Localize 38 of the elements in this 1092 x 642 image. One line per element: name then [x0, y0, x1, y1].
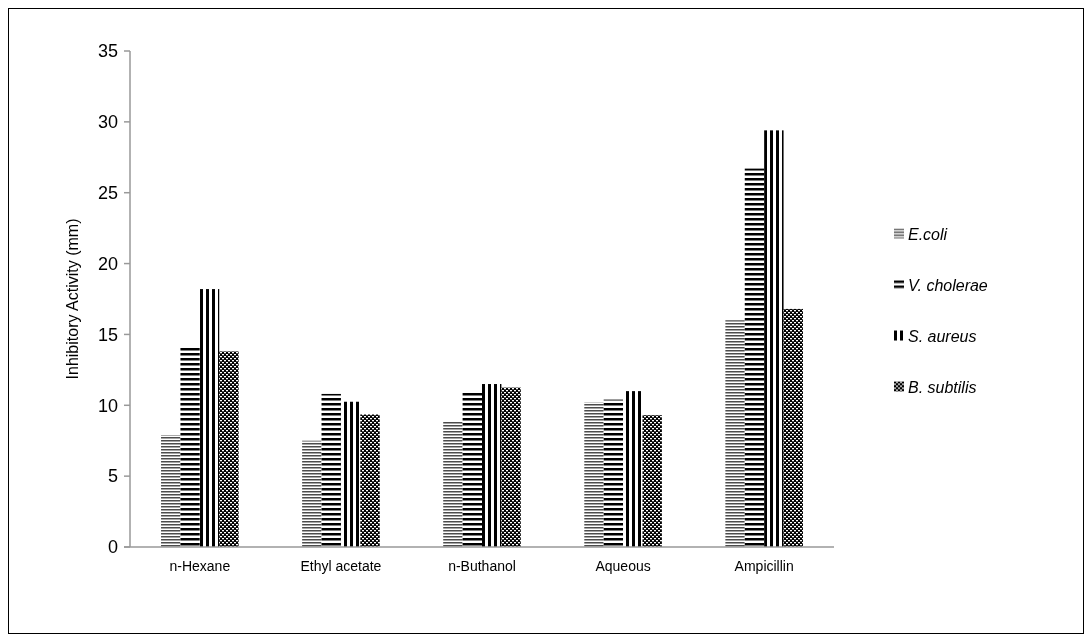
x-tick-label: n-Hexane: [169, 558, 231, 574]
bar: [321, 393, 341, 547]
bar: [219, 351, 239, 547]
x-tick-label: Aqueous: [595, 558, 651, 574]
bar: [360, 414, 380, 547]
y-tick-label: 5: [107, 466, 118, 487]
bar: [340, 401, 361, 547]
y-axis-title: Inhibitory Activity (mm): [64, 218, 81, 380]
legend-label: B. subtilis: [908, 379, 977, 397]
bar: [584, 402, 604, 547]
bar: [199, 289, 220, 547]
y-tick-label: 35: [97, 41, 118, 62]
x-tick-label: Ethyl acetate: [300, 558, 382, 574]
bar: [642, 415, 662, 547]
bar: [744, 168, 765, 547]
bar: [623, 391, 643, 547]
y-tick-label: 20: [97, 253, 118, 274]
bar: [302, 440, 322, 547]
bar: [603, 399, 624, 547]
y-tick-label: 10: [97, 395, 118, 416]
bar: [501, 387, 521, 547]
bar: [725, 320, 745, 547]
bar: [161, 435, 181, 547]
y-tick-label: 30: [97, 112, 118, 133]
legend-label: V. cholerae: [908, 277, 988, 295]
bar: [764, 130, 784, 547]
y-tick-label: 15: [97, 324, 118, 345]
bar: [462, 391, 482, 547]
bar: [443, 421, 463, 547]
x-tick-label: n-Buthanol: [448, 558, 516, 574]
x-tick-label: Ampicillin: [734, 558, 794, 574]
y-tick-label: 0: [107, 537, 118, 558]
y-tick-label: 25: [97, 183, 118, 204]
bar: [783, 308, 803, 547]
legend-label: E.coli: [908, 226, 948, 244]
legend-label: S. aureus: [908, 328, 977, 346]
bar: [180, 346, 200, 547]
bar: [482, 384, 502, 547]
